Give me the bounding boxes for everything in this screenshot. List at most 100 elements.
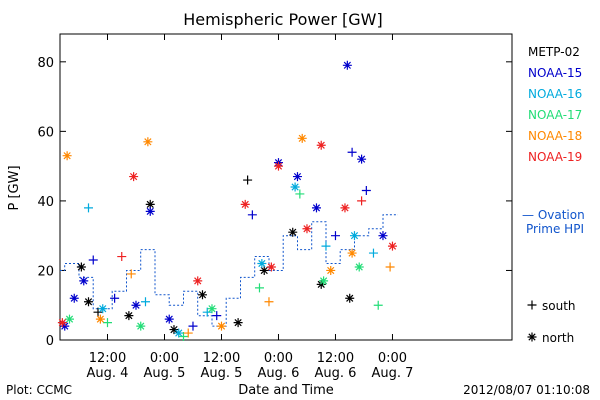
legend-south-marker (527, 300, 537, 310)
y-tick-label: 20 (37, 264, 54, 279)
x-tick-label-time: 12:00 (89, 351, 126, 366)
legend-entry-metp-02: METP-02 (528, 45, 580, 59)
data-point-north (349, 231, 359, 241)
data-point-north (342, 60, 352, 70)
data-point-north (131, 300, 141, 310)
x-axis-label: Date and Time (238, 383, 334, 398)
data-point-north (302, 224, 312, 234)
legend-ovation-line1: — Ovation (522, 208, 585, 222)
data-point-north (193, 276, 203, 286)
footer-plot-credit: Plot: CCMC (6, 383, 72, 397)
data-point-south (264, 297, 274, 307)
x-tick-label-date: Aug. 5 (144, 366, 186, 381)
series-noaa-16 (83, 182, 378, 338)
series-noaa-17 (64, 189, 383, 342)
data-point-north (259, 265, 269, 275)
data-point-north (240, 199, 250, 209)
data-point-north (145, 206, 155, 216)
data-point-north (345, 293, 355, 303)
data-point-south (347, 147, 357, 157)
data-point-north (129, 172, 139, 182)
y-tick-label: 0 (46, 334, 54, 349)
data-point-south (117, 252, 127, 262)
x-tick-label-date: Aug. 4 (87, 366, 129, 381)
data-point-north (136, 321, 146, 331)
legend: METP-02 NOAA-15 NOAA-16 NOAA-17 NOAA-18 NOAA-… (522, 45, 585, 345)
y-tick-label: 40 (37, 195, 54, 210)
data-point-north (169, 325, 179, 335)
data-point-north (326, 265, 336, 275)
data-point-south (188, 321, 198, 331)
x-tick-label-date: Aug. 6 (258, 366, 300, 381)
series-noaa-15 (60, 60, 388, 331)
series-metp-02 (76, 175, 355, 335)
x-tick-label-time: 12:00 (317, 351, 354, 366)
data-point-north (62, 151, 72, 161)
data-point-north (266, 262, 276, 272)
data-point-south (247, 210, 257, 220)
data-point-north (79, 276, 89, 286)
ovation-hpi-line (60, 214, 398, 327)
x-tick-label-time: 0:00 (378, 351, 407, 366)
data-point-south (373, 300, 383, 310)
data-point-south (102, 318, 112, 328)
legend-entry-noaa-18: NOAA-18 (528, 129, 582, 143)
data-point-north (316, 279, 326, 289)
data-point-north (354, 262, 364, 272)
series-noaa-18 (62, 133, 395, 338)
data-point-north (98, 304, 108, 314)
plot-frame (59, 33, 513, 341)
data-point-north (124, 311, 134, 321)
data-point-north (145, 199, 155, 209)
data-point-north (95, 314, 105, 324)
legend-north-label: north (542, 331, 574, 345)
data-point-south (83, 203, 93, 213)
y-tick-label: 80 (37, 56, 54, 71)
data-point-north (288, 227, 298, 237)
data-point-north (290, 182, 300, 192)
data-point-north (64, 314, 74, 324)
chart-title: Hemispheric Power [GW] (183, 10, 382, 29)
data-point-south (361, 185, 371, 195)
data-point-north (340, 203, 350, 213)
legend-entry-noaa-16: NOAA-16 (528, 87, 582, 101)
data-point-south (202, 307, 212, 317)
legend-entry-noaa-17: NOAA-17 (528, 108, 582, 122)
data-point-north (347, 248, 357, 258)
data-point-south (140, 297, 150, 307)
data-point-north (216, 321, 226, 331)
data-point-south (321, 241, 331, 251)
data-point-north (197, 290, 207, 300)
data-point-south (295, 189, 305, 199)
legend-entry-noaa-19: NOAA-19 (528, 150, 582, 164)
data-point-north (233, 318, 243, 328)
data-point-south (254, 283, 264, 293)
x-tick-label-date: Aug. 7 (372, 366, 414, 381)
legend-entry-noaa-15: NOAA-15 (528, 66, 582, 80)
data-point-north (273, 161, 283, 171)
y-axis-label: P [GW] (7, 165, 22, 210)
legend-north-marker (527, 332, 537, 342)
data-point-south (178, 332, 188, 342)
data-point-south (368, 248, 378, 258)
x-tick-label-time: 0:00 (264, 351, 293, 366)
data-point-north (174, 328, 184, 338)
data-point-south (330, 231, 340, 241)
data-point-north (143, 137, 153, 147)
data-point-north (83, 297, 93, 307)
x-tick-label-time: 0:00 (150, 351, 179, 366)
data-point-north (57, 318, 67, 328)
series-noaa-19 (57, 140, 397, 328)
legend-ovation-line2: Prime HPI (526, 222, 584, 236)
data-point-south (88, 255, 98, 265)
x-tick-label-date: Aug. 5 (201, 366, 243, 381)
footer-timestamp: 2012/08/07 01:10:08 (463, 383, 590, 397)
data-point-north (297, 133, 307, 143)
data-point-south (357, 196, 367, 206)
data-point-north (257, 259, 267, 268)
data-point-north (76, 262, 86, 272)
data-point-north (60, 321, 70, 331)
y-tick-label: 60 (37, 125, 54, 140)
x-tick-label-date: Aug. 6 (315, 366, 357, 381)
